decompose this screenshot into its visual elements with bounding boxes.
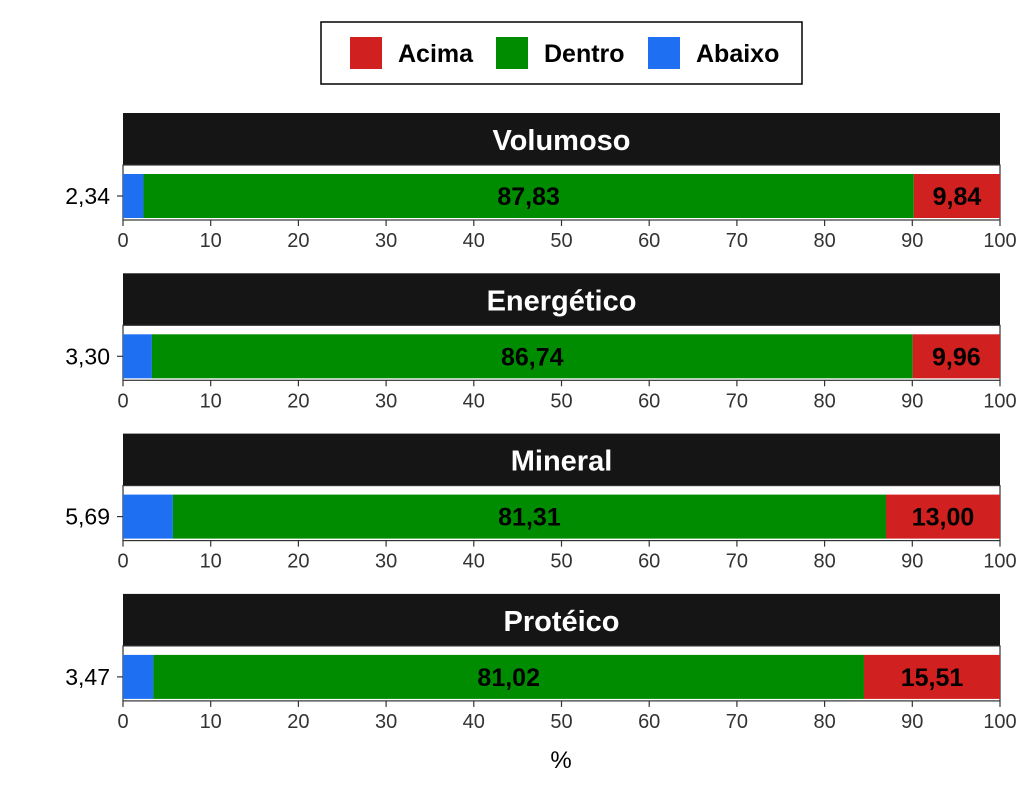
x-tick-label: 80 bbox=[813, 390, 835, 412]
x-tick-label: 20 bbox=[287, 551, 309, 573]
x-axis-title: % bbox=[550, 747, 571, 774]
label-acima: 9,96 bbox=[932, 343, 981, 371]
label-abaixo: 2,34 bbox=[65, 183, 110, 209]
panel-title: Protéico bbox=[503, 606, 619, 638]
x-tick-label: 60 bbox=[638, 711, 660, 733]
bar-abaixo bbox=[123, 494, 173, 539]
x-tick-label: 30 bbox=[375, 551, 397, 573]
panel-strip bbox=[123, 433, 1000, 486]
x-tick-label: 10 bbox=[200, 390, 222, 412]
bar-acima bbox=[913, 174, 1001, 218]
label-abaixo: 3,47 bbox=[65, 664, 110, 690]
label-dentro: 81,02 bbox=[477, 664, 540, 692]
bar-acima bbox=[912, 334, 1000, 379]
bar-dentro bbox=[172, 494, 886, 539]
x-tick-label: 50 bbox=[550, 390, 572, 412]
legend-label-acima: Acima bbox=[398, 40, 474, 68]
panel-title: Volumoso bbox=[492, 125, 630, 157]
x-tick-label: 70 bbox=[726, 230, 748, 252]
x-tick-label: 50 bbox=[550, 230, 572, 252]
bar-acima bbox=[863, 654, 1000, 699]
x-tick-label: 0 bbox=[117, 711, 128, 733]
panel-title: Energético bbox=[487, 285, 637, 317]
x-tick-label: 60 bbox=[638, 390, 660, 412]
x-tick-label: 60 bbox=[638, 551, 660, 573]
label-dentro: 87,83 bbox=[497, 183, 560, 211]
label-acima: 13,00 bbox=[912, 504, 975, 532]
legend-label-abaixo: Abaixo bbox=[696, 40, 779, 68]
panel-proteico: Protéico 81,02 15,51 3,47 0 10 20 30 40 50 60 70 80 9… bbox=[65, 593, 1017, 733]
x-tick-label: 100 bbox=[983, 230, 1016, 252]
x-tick-label: 100 bbox=[983, 390, 1016, 412]
panel-strip bbox=[123, 113, 1000, 165]
x-tick-label: 60 bbox=[638, 230, 660, 252]
x-tick-label: 0 bbox=[117, 551, 128, 573]
x-tick-label: 40 bbox=[463, 230, 485, 252]
x-tick-label: 0 bbox=[117, 230, 128, 252]
legend-key-acima bbox=[350, 37, 382, 69]
x-tick-label: 10 bbox=[200, 711, 222, 733]
x-tick-label: 90 bbox=[901, 390, 923, 412]
x-tick-label: 70 bbox=[726, 711, 748, 733]
bar-abaixo bbox=[123, 174, 144, 218]
x-tick-label: 30 bbox=[375, 711, 397, 733]
panel-title: Mineral bbox=[511, 446, 613, 478]
legend-box bbox=[320, 21, 803, 85]
label-acima: 15,51 bbox=[901, 664, 964, 692]
panel-strip bbox=[123, 593, 1000, 646]
bar-abaixo bbox=[123, 654, 154, 699]
x-tick-label: 20 bbox=[287, 390, 309, 412]
x-tick-label: 30 bbox=[375, 230, 397, 252]
x-tick-label: 40 bbox=[463, 551, 485, 573]
x-tick-label: 20 bbox=[287, 711, 309, 733]
x-tick-label: 80 bbox=[813, 551, 835, 573]
x-tick-label: 90 bbox=[901, 711, 923, 733]
x-tick-label: 70 bbox=[726, 551, 748, 573]
x-tick-label: 80 bbox=[813, 711, 835, 733]
x-tick-label: 50 bbox=[550, 711, 572, 733]
x-tick-label: 50 bbox=[550, 551, 572, 573]
label-abaixo: 5,69 bbox=[65, 504, 110, 530]
x-tick-label: 100 bbox=[983, 711, 1016, 733]
label-abaixo: 3,30 bbox=[65, 343, 110, 369]
bar-dentro bbox=[151, 334, 913, 379]
panel-mineral: Mineral 81,31 13,00 5,69 0 10 20 30 40 50 60 70 80 90… bbox=[65, 433, 1017, 573]
label-dentro: 81,31 bbox=[498, 504, 561, 532]
panel-energetico: Energético 86,74 9,96 3,30 0 10 20 30 40 50 60 70 80… bbox=[65, 273, 1017, 412]
legend-label-dentro: Dentro bbox=[544, 40, 625, 68]
legend-key-dentro bbox=[496, 37, 528, 69]
x-tick-label: 80 bbox=[813, 230, 835, 252]
x-tick-label: 100 bbox=[983, 551, 1016, 573]
x-tick-label: 30 bbox=[375, 390, 397, 412]
legend-key-abaixo bbox=[648, 37, 680, 69]
x-tick-label: 10 bbox=[200, 551, 222, 573]
x-tick-label: 90 bbox=[901, 551, 923, 573]
x-tick-label: 70 bbox=[726, 390, 748, 412]
bar-dentro bbox=[143, 174, 914, 218]
x-tick-label: 40 bbox=[463, 390, 485, 412]
panel-strip bbox=[123, 273, 1000, 326]
x-tick-label: 90 bbox=[901, 230, 923, 252]
x-tick-label: 10 bbox=[200, 230, 222, 252]
bar-dentro bbox=[153, 654, 864, 699]
x-tick-label: 20 bbox=[287, 230, 309, 252]
label-acima: 9,84 bbox=[933, 183, 982, 211]
label-dentro: 86,74 bbox=[501, 343, 564, 371]
x-tick-label: 0 bbox=[117, 390, 128, 412]
x-tick-label: 40 bbox=[463, 711, 485, 733]
bar-abaixo bbox=[123, 334, 152, 379]
panel-volumoso: Volumoso 87,83 9,84 2,34 0 10 20 30 40 50 60 70 80 90… bbox=[65, 113, 1017, 252]
legend: Acima Dentro Abaixo bbox=[320, 21, 803, 85]
bar-acima bbox=[885, 494, 1000, 539]
